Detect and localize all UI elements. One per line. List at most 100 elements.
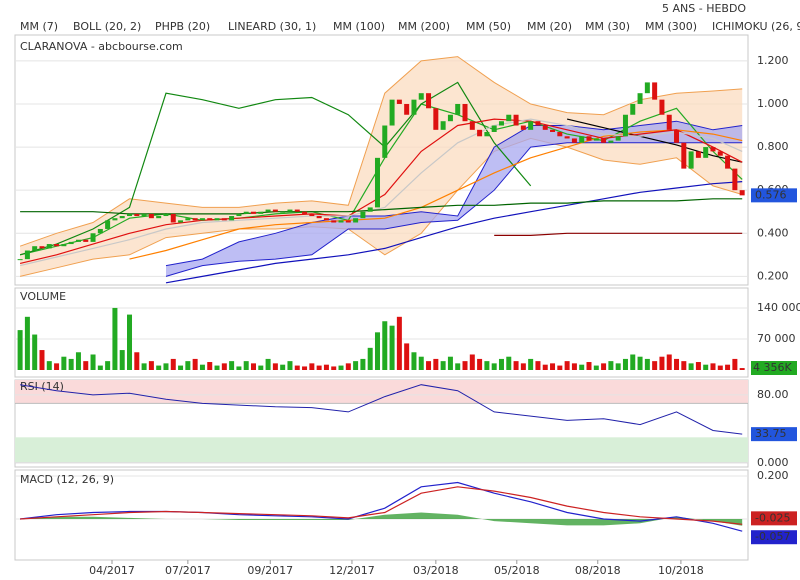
volume-bar — [323, 364, 329, 370]
x-tick-label: 08/2018 — [575, 564, 621, 577]
candle — [360, 211, 366, 219]
volume-frame — [14, 287, 749, 378]
candle — [469, 121, 475, 130]
candle — [418, 93, 424, 100]
candle — [316, 216, 322, 219]
legend-entry: ICHIMOKU (26, 9 — [712, 20, 800, 33]
candle — [506, 114, 512, 122]
legend-entry: MM (300) — [645, 20, 697, 33]
band-fill — [166, 121, 743, 277]
price-frame — [14, 34, 749, 286]
volume-bar — [710, 363, 716, 370]
volume-bar — [170, 358, 176, 370]
value-tag-bg — [751, 361, 797, 375]
value-tag: -0.057 — [755, 530, 790, 543]
candle — [192, 218, 198, 221]
volume-bar — [717, 365, 723, 370]
candle — [717, 151, 723, 156]
candle — [674, 129, 680, 143]
candle — [622, 114, 628, 137]
candle — [39, 246, 45, 249]
candle — [75, 239, 81, 242]
candle — [484, 131, 490, 137]
candle — [732, 168, 738, 191]
y-tick-label: 0.200 — [757, 269, 789, 282]
value-tag-bg — [751, 427, 797, 442]
volume-bar — [192, 358, 198, 370]
candle — [389, 99, 395, 126]
candle — [659, 99, 665, 115]
volume-bar — [608, 361, 614, 370]
volume-bar — [557, 365, 563, 370]
volume-bar — [134, 352, 140, 370]
candle — [550, 129, 556, 132]
candle — [695, 151, 701, 158]
y-tick-label: 0.200 — [757, 469, 789, 482]
candle — [90, 233, 96, 242]
band-lower — [165, 142, 743, 277]
panel-title: VOLUME — [20, 290, 66, 303]
volume-bar — [75, 352, 81, 370]
volume-bar — [491, 363, 497, 370]
candle — [32, 246, 38, 251]
volume-bar — [484, 361, 490, 370]
volume-bar — [367, 347, 373, 370]
volume-bar — [265, 358, 271, 370]
volume-bar — [360, 358, 366, 370]
x-tick-label: 07/2017 — [165, 564, 211, 577]
band-lower — [19, 137, 743, 277]
chart-title: CLARANOVA - abcbourse.com — [20, 40, 183, 53]
candle — [24, 250, 30, 260]
candle — [571, 138, 577, 143]
volume-bar — [703, 364, 709, 370]
rsi-zone — [15, 380, 748, 404]
volume-bar — [68, 358, 74, 370]
legend-entry: LINEARD (30, 1) — [228, 20, 316, 33]
candle — [513, 114, 519, 126]
volume-bar — [272, 363, 278, 370]
candle — [528, 121, 534, 130]
volume-bar — [528, 358, 534, 370]
volume-bar — [659, 356, 665, 370]
volume-bar — [506, 356, 512, 370]
candle — [433, 108, 439, 130]
candle — [141, 213, 147, 217]
volume-bar — [39, 350, 45, 370]
chart-subtitle: 5 ANS - HEBDO — [662, 2, 746, 15]
value-tag-bg — [751, 511, 797, 526]
y-tick-label: 1.200 — [757, 54, 789, 67]
candle — [652, 82, 658, 100]
candle — [535, 121, 541, 126]
candle — [68, 241, 74, 245]
value-tag: 4 356K — [753, 361, 792, 374]
candle — [440, 121, 446, 130]
volume-bar — [396, 316, 402, 370]
volume-bar — [302, 366, 308, 370]
macd-frame — [14, 469, 749, 561]
candle — [199, 218, 205, 221]
candle — [644, 82, 650, 94]
y-tick-label: 0.400 — [757, 226, 789, 239]
volume-bar — [141, 363, 147, 370]
volume-bar — [243, 361, 249, 370]
candle — [447, 114, 453, 122]
band-upper — [165, 120, 743, 267]
volume-bar — [221, 363, 227, 370]
candle — [404, 103, 410, 115]
volume-bar — [338, 365, 344, 370]
candle — [688, 151, 694, 169]
legend-entry: PHPB (20) — [155, 20, 210, 33]
candle — [593, 138, 599, 141]
candle — [294, 209, 300, 212]
volume-bar — [535, 361, 541, 370]
macd-line — [20, 481, 743, 532]
volume-bar — [32, 334, 38, 370]
candle — [323, 218, 329, 221]
candle — [250, 211, 256, 214]
volume-bar — [112, 307, 118, 370]
volume-bar — [571, 363, 577, 370]
candle — [331, 220, 337, 223]
y-tick-label: 0.800 — [757, 140, 789, 153]
volume-bar — [331, 366, 337, 370]
